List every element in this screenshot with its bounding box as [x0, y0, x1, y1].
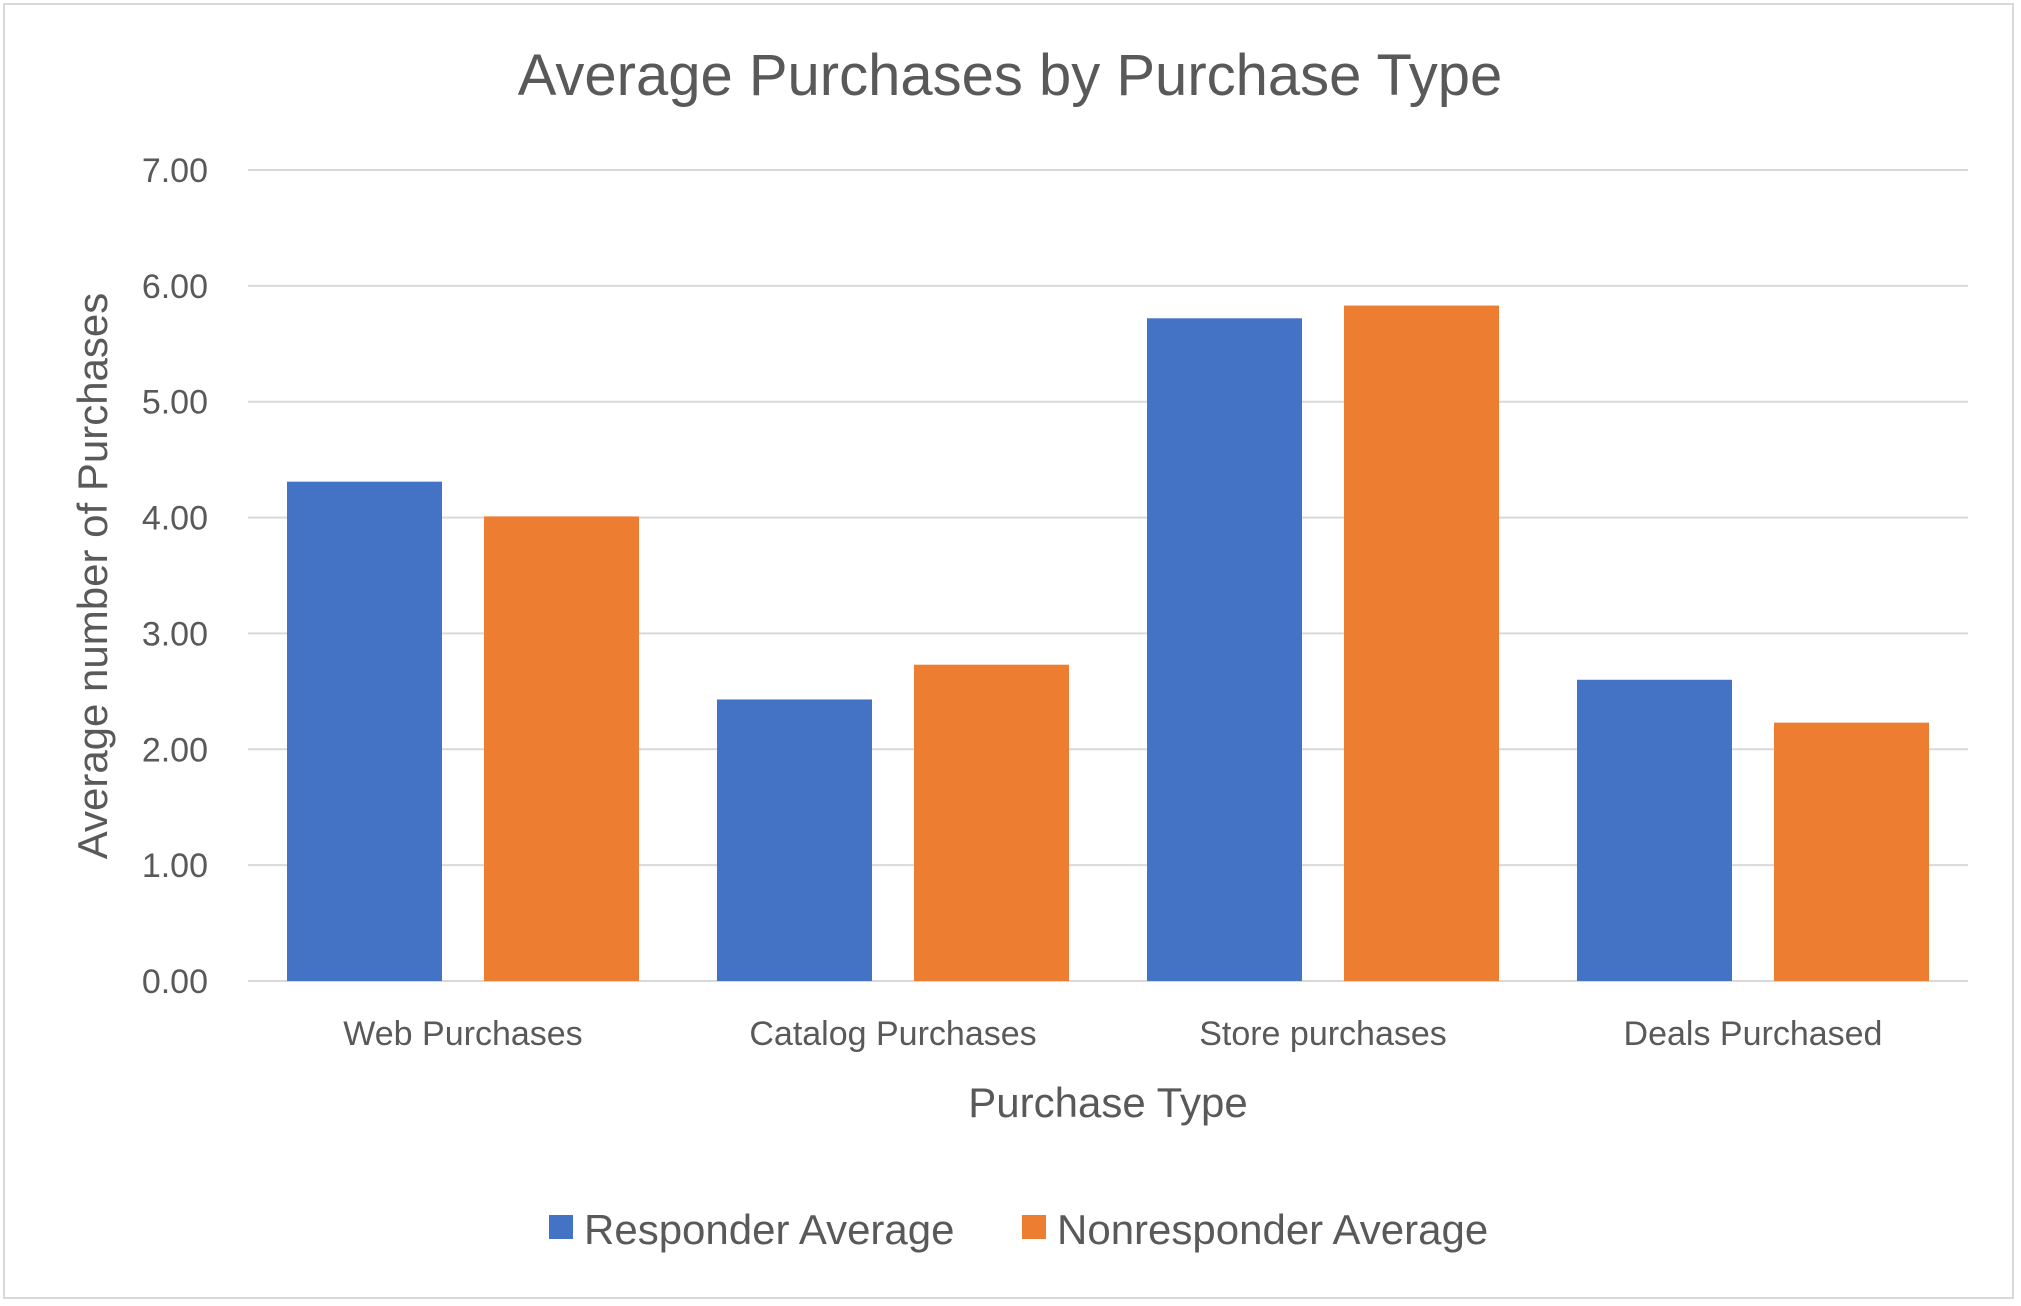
- legend-label-nonresponder: Nonresponder Average: [1057, 1206, 1488, 1253]
- y-axis-title: Average number of Purchases: [69, 293, 116, 860]
- bar-responder: [1147, 318, 1302, 982]
- y-tick-label: 4.00: [142, 500, 208, 538]
- bar-nonresponder: [914, 664, 1069, 981]
- x-category-label: Store purchases: [1199, 1015, 1447, 1053]
- bar-nonresponder: [1344, 305, 1499, 981]
- y-tick-label: 6.00: [142, 268, 208, 306]
- y-tick-label: 5.00: [142, 384, 208, 422]
- y-tick-label: 2.00: [142, 731, 208, 769]
- bar-responder: [717, 699, 872, 981]
- x-axis-title: Purchase Type: [968, 1079, 1247, 1126]
- y-tick-label: 0.00: [142, 963, 208, 1001]
- bar-responder: [1577, 679, 1732, 981]
- legend-label-responder: Responder Average: [584, 1206, 955, 1253]
- legend-swatch-responder: [549, 1215, 573, 1239]
- bars: [287, 305, 1929, 982]
- y-tick-label: 3.00: [142, 615, 208, 653]
- y-axis-tick-labels: 0.00 1.00 2.00 3.00 4.00 5.00 6.00 7.00: [142, 152, 208, 1001]
- legend: Responder Average Nonresponder Average: [549, 1206, 1488, 1253]
- x-category-label: Web Purchases: [343, 1015, 582, 1053]
- x-category-label: Deals Purchased: [1624, 1015, 1883, 1053]
- chart-title: Average Purchases by Purchase Type: [518, 43, 1502, 108]
- x-category-label: Catalog Purchases: [749, 1015, 1036, 1053]
- y-tick-label: 1.00: [142, 847, 208, 885]
- bar-responder: [287, 481, 442, 981]
- legend-swatch-nonresponder: [1022, 1215, 1046, 1239]
- bar-nonresponder: [484, 516, 639, 981]
- x-axis-category-labels: Web Purchases Catalog Purchases Store purc…: [343, 1015, 1882, 1053]
- y-tick-label: 7.00: [142, 152, 208, 190]
- bar-nonresponder: [1774, 722, 1929, 981]
